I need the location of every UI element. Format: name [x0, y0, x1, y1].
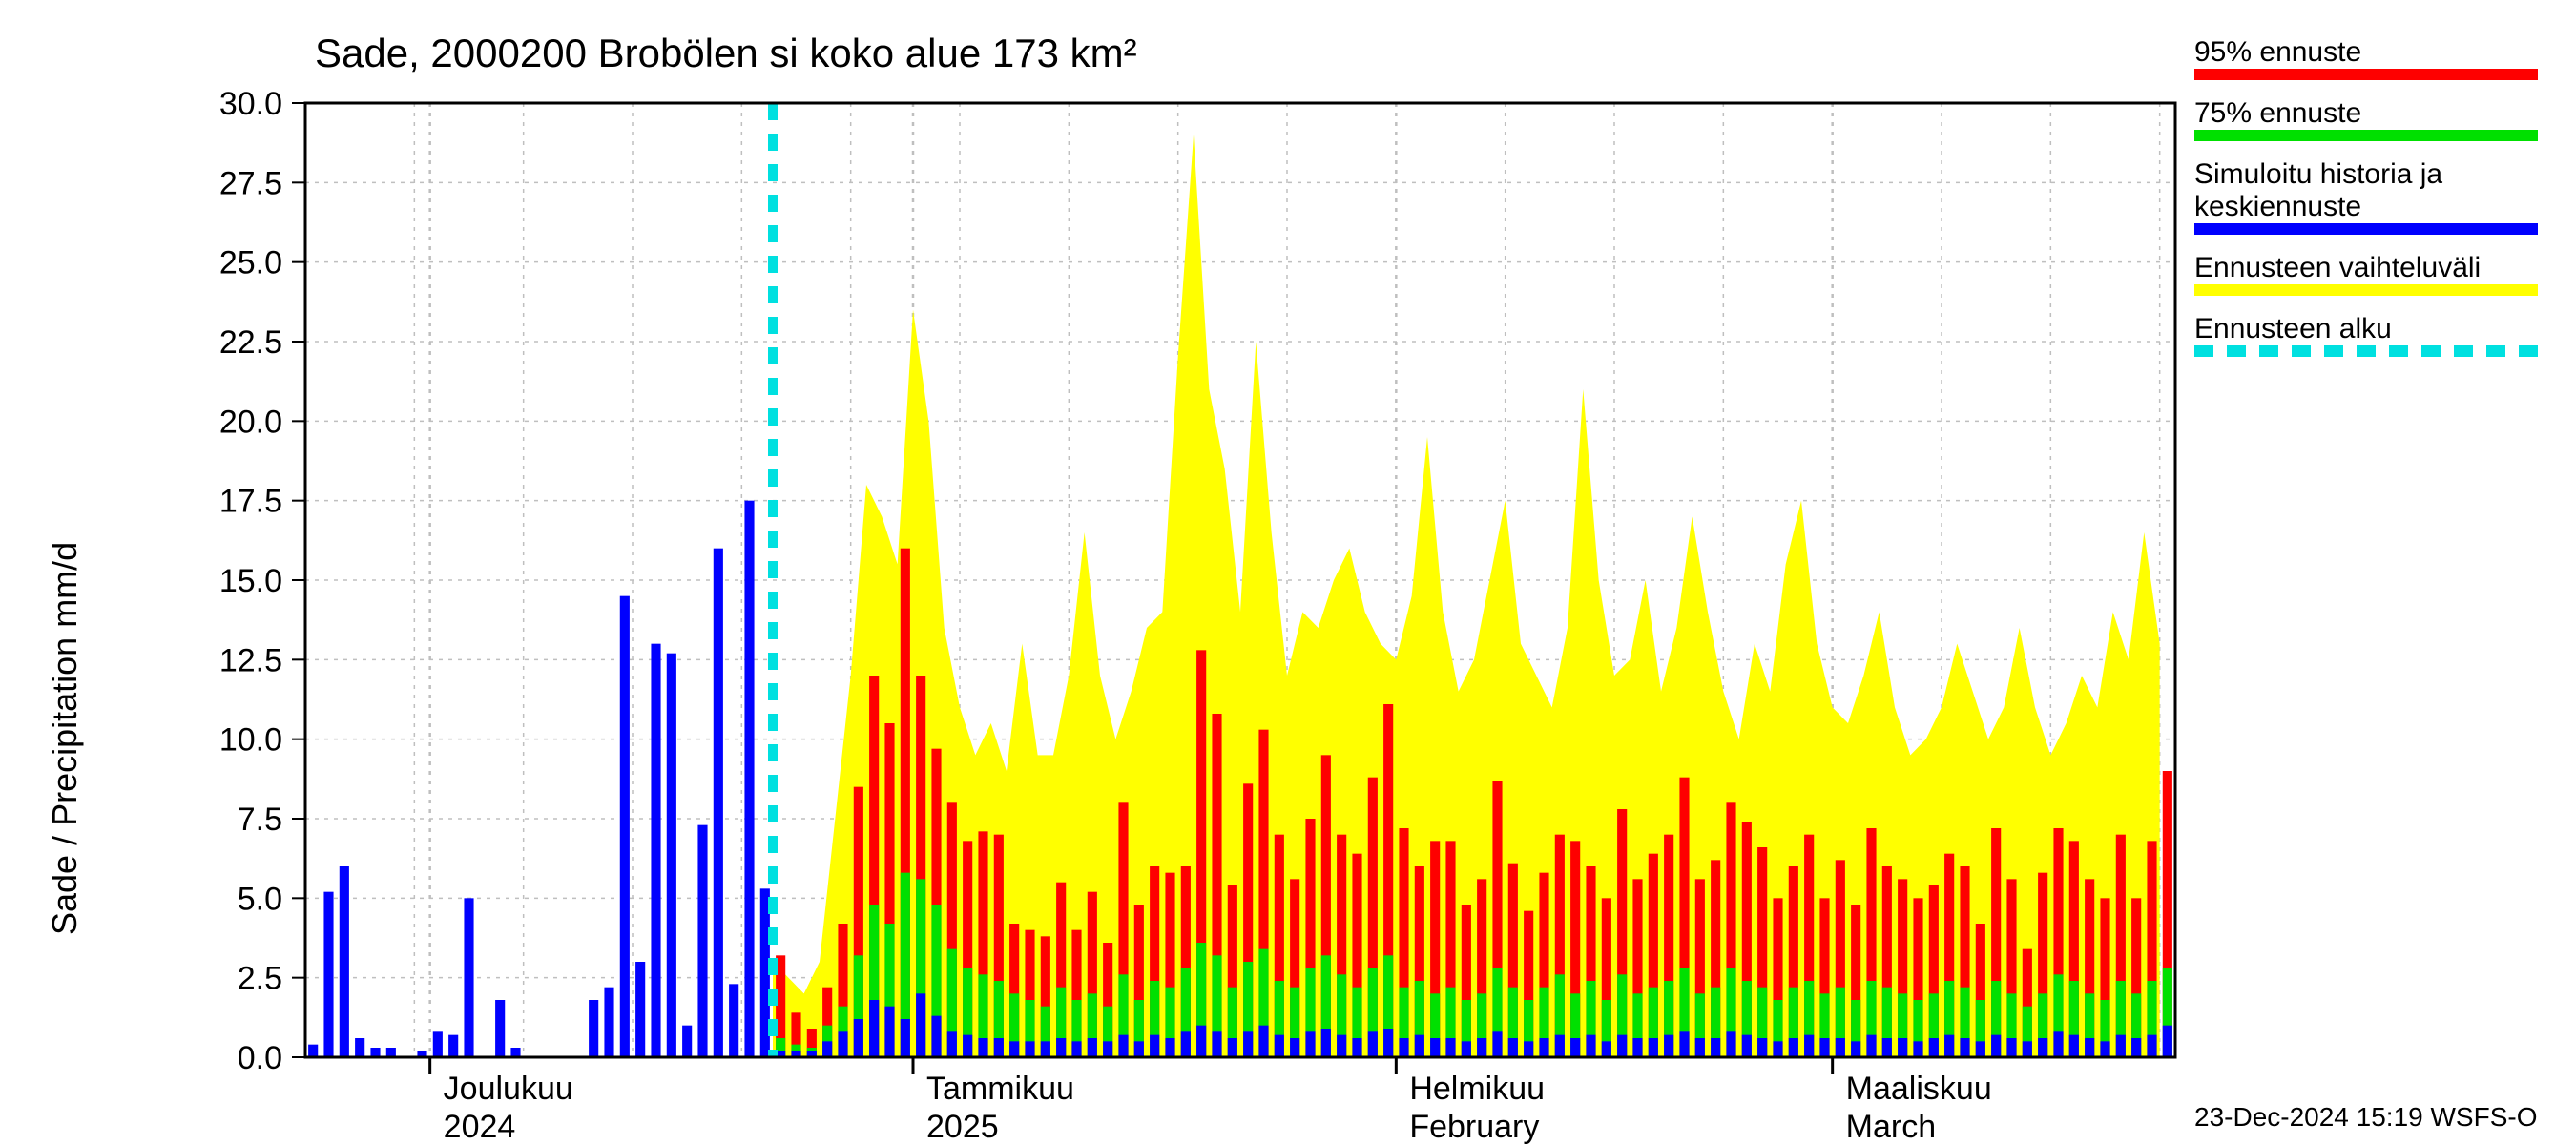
- precipitation-forecast-chart: 0.0 2.5 5.0 7.5 10.0 12.5 15.0 17.5 20.0 22.5 25.0…: [0, 0, 2576, 1145]
- chart-footer: 23-Dec-2024 15:19 WSFS-O: [2194, 1102, 2538, 1132]
- x-tick-label-top: Tammikuu: [926, 1071, 1074, 1107]
- y-tick-label: 17.5: [219, 484, 282, 520]
- x-tick-label-bottom: 2025: [926, 1109, 999, 1145]
- y-tick-label: 27.5: [219, 165, 282, 201]
- x-tick-label-top: Helmikuu: [1409, 1071, 1545, 1107]
- y-tick-label: 7.5: [238, 802, 282, 838]
- legend: 95% ennuste 75% ennuste Simuloitu historia…: [2194, 36, 2538, 351]
- y-tick-label: 20.0: [219, 404, 282, 440]
- legend-label: Ennusteen alku: [2194, 313, 2392, 344]
- legend-label: 95% ennuste: [2194, 36, 2361, 68]
- y-tick-label: 30.0: [219, 86, 282, 122]
- chart-title: Sade, 2000200 Brobölen si koko alue 173 …: [315, 31, 1137, 75]
- y-tick-label: 10.0: [219, 722, 282, 759]
- y-tick-label: 0.0: [238, 1040, 282, 1076]
- y-tick-label: 5.0: [238, 881, 282, 917]
- x-tick-label-bottom: 2024: [444, 1109, 516, 1145]
- y-tick-label: 2.5: [238, 961, 282, 997]
- y-tick-label: 12.5: [219, 642, 282, 678]
- legend-label: 75% ennuste: [2194, 97, 2361, 129]
- legend-label: keskiennuste: [2194, 191, 2361, 222]
- y-axis-label: Sade / Precipitation mm/d: [45, 542, 84, 935]
- y-tick-label: 15.0: [219, 563, 282, 599]
- x-tick-label-top: Maaliskuu: [1846, 1071, 1992, 1107]
- y-tick-label: 22.5: [219, 324, 282, 361]
- legend-label: Simuloitu historia ja: [2194, 158, 2442, 190]
- y-tick-label: 25.0: [219, 245, 282, 281]
- legend-label: Ennusteen vaihteluväli: [2194, 252, 2481, 283]
- x-tick-label-bottom: February: [1409, 1109, 1539, 1145]
- x-tick-label-top: Joulukuu: [444, 1071, 573, 1107]
- x-tick-label-bottom: March: [1846, 1109, 1936, 1145]
